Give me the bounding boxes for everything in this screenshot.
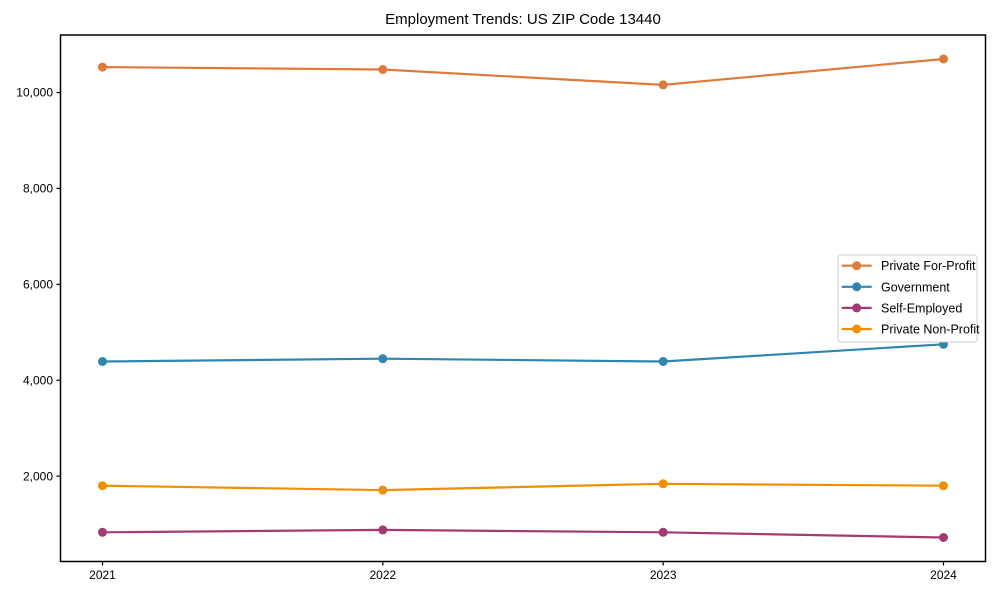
x-tick-label: 2022 xyxy=(369,568,396,582)
x-tick-label: 2024 xyxy=(930,568,957,582)
legend: Private For-Profit Government Self-Employe… xyxy=(837,254,980,343)
data-point-marker xyxy=(939,481,948,491)
data-point-marker xyxy=(658,479,668,489)
y-tick-label: 2,000 xyxy=(23,469,53,483)
legend-swatch-marker xyxy=(852,261,862,271)
data-point-marker xyxy=(658,527,668,537)
series-layer xyxy=(98,54,948,542)
legend-swatch-marker xyxy=(852,282,862,292)
legend-label: Government xyxy=(881,280,950,294)
legend-label: Private Non-Profit xyxy=(881,323,980,337)
legend-swatch-marker xyxy=(852,324,862,334)
series-line xyxy=(101,482,945,492)
series-line xyxy=(101,343,945,363)
data-point-marker xyxy=(939,533,948,542)
x-tick-label: 2021 xyxy=(89,568,116,582)
y-tick-label: 8,000 xyxy=(23,182,53,196)
data-point-marker xyxy=(98,527,107,537)
data-point-marker xyxy=(378,354,388,364)
y-tick-label: 4,000 xyxy=(23,373,53,387)
data-point-marker xyxy=(98,481,107,491)
data-point-marker xyxy=(658,357,668,366)
data-point-marker xyxy=(658,80,668,90)
plot-border xyxy=(59,34,987,563)
x-tick-label: 2023 xyxy=(650,568,677,582)
axes-layer: 2,000 4,000 6,000 8,000 10,000 2021 2022 2023 20… xyxy=(16,34,987,582)
y-tick-label: 10,000 xyxy=(16,86,53,100)
series-line xyxy=(101,528,945,539)
legend-label: Private For-Profit xyxy=(881,259,976,273)
data-point-marker xyxy=(939,54,948,64)
legend-swatch-marker xyxy=(852,303,862,313)
y-tick-label: 6,000 xyxy=(23,278,53,292)
data-point-marker xyxy=(378,525,388,535)
legend-box xyxy=(837,254,978,343)
data-point-marker xyxy=(378,485,388,495)
series-line xyxy=(101,57,945,87)
data-point-marker xyxy=(378,65,388,74)
chart-title: Employment Trends: US ZIP Code 13440 xyxy=(385,11,661,28)
data-point-marker xyxy=(98,357,107,366)
legend-label: Self-Employed xyxy=(881,301,962,315)
data-point-marker xyxy=(98,62,107,72)
